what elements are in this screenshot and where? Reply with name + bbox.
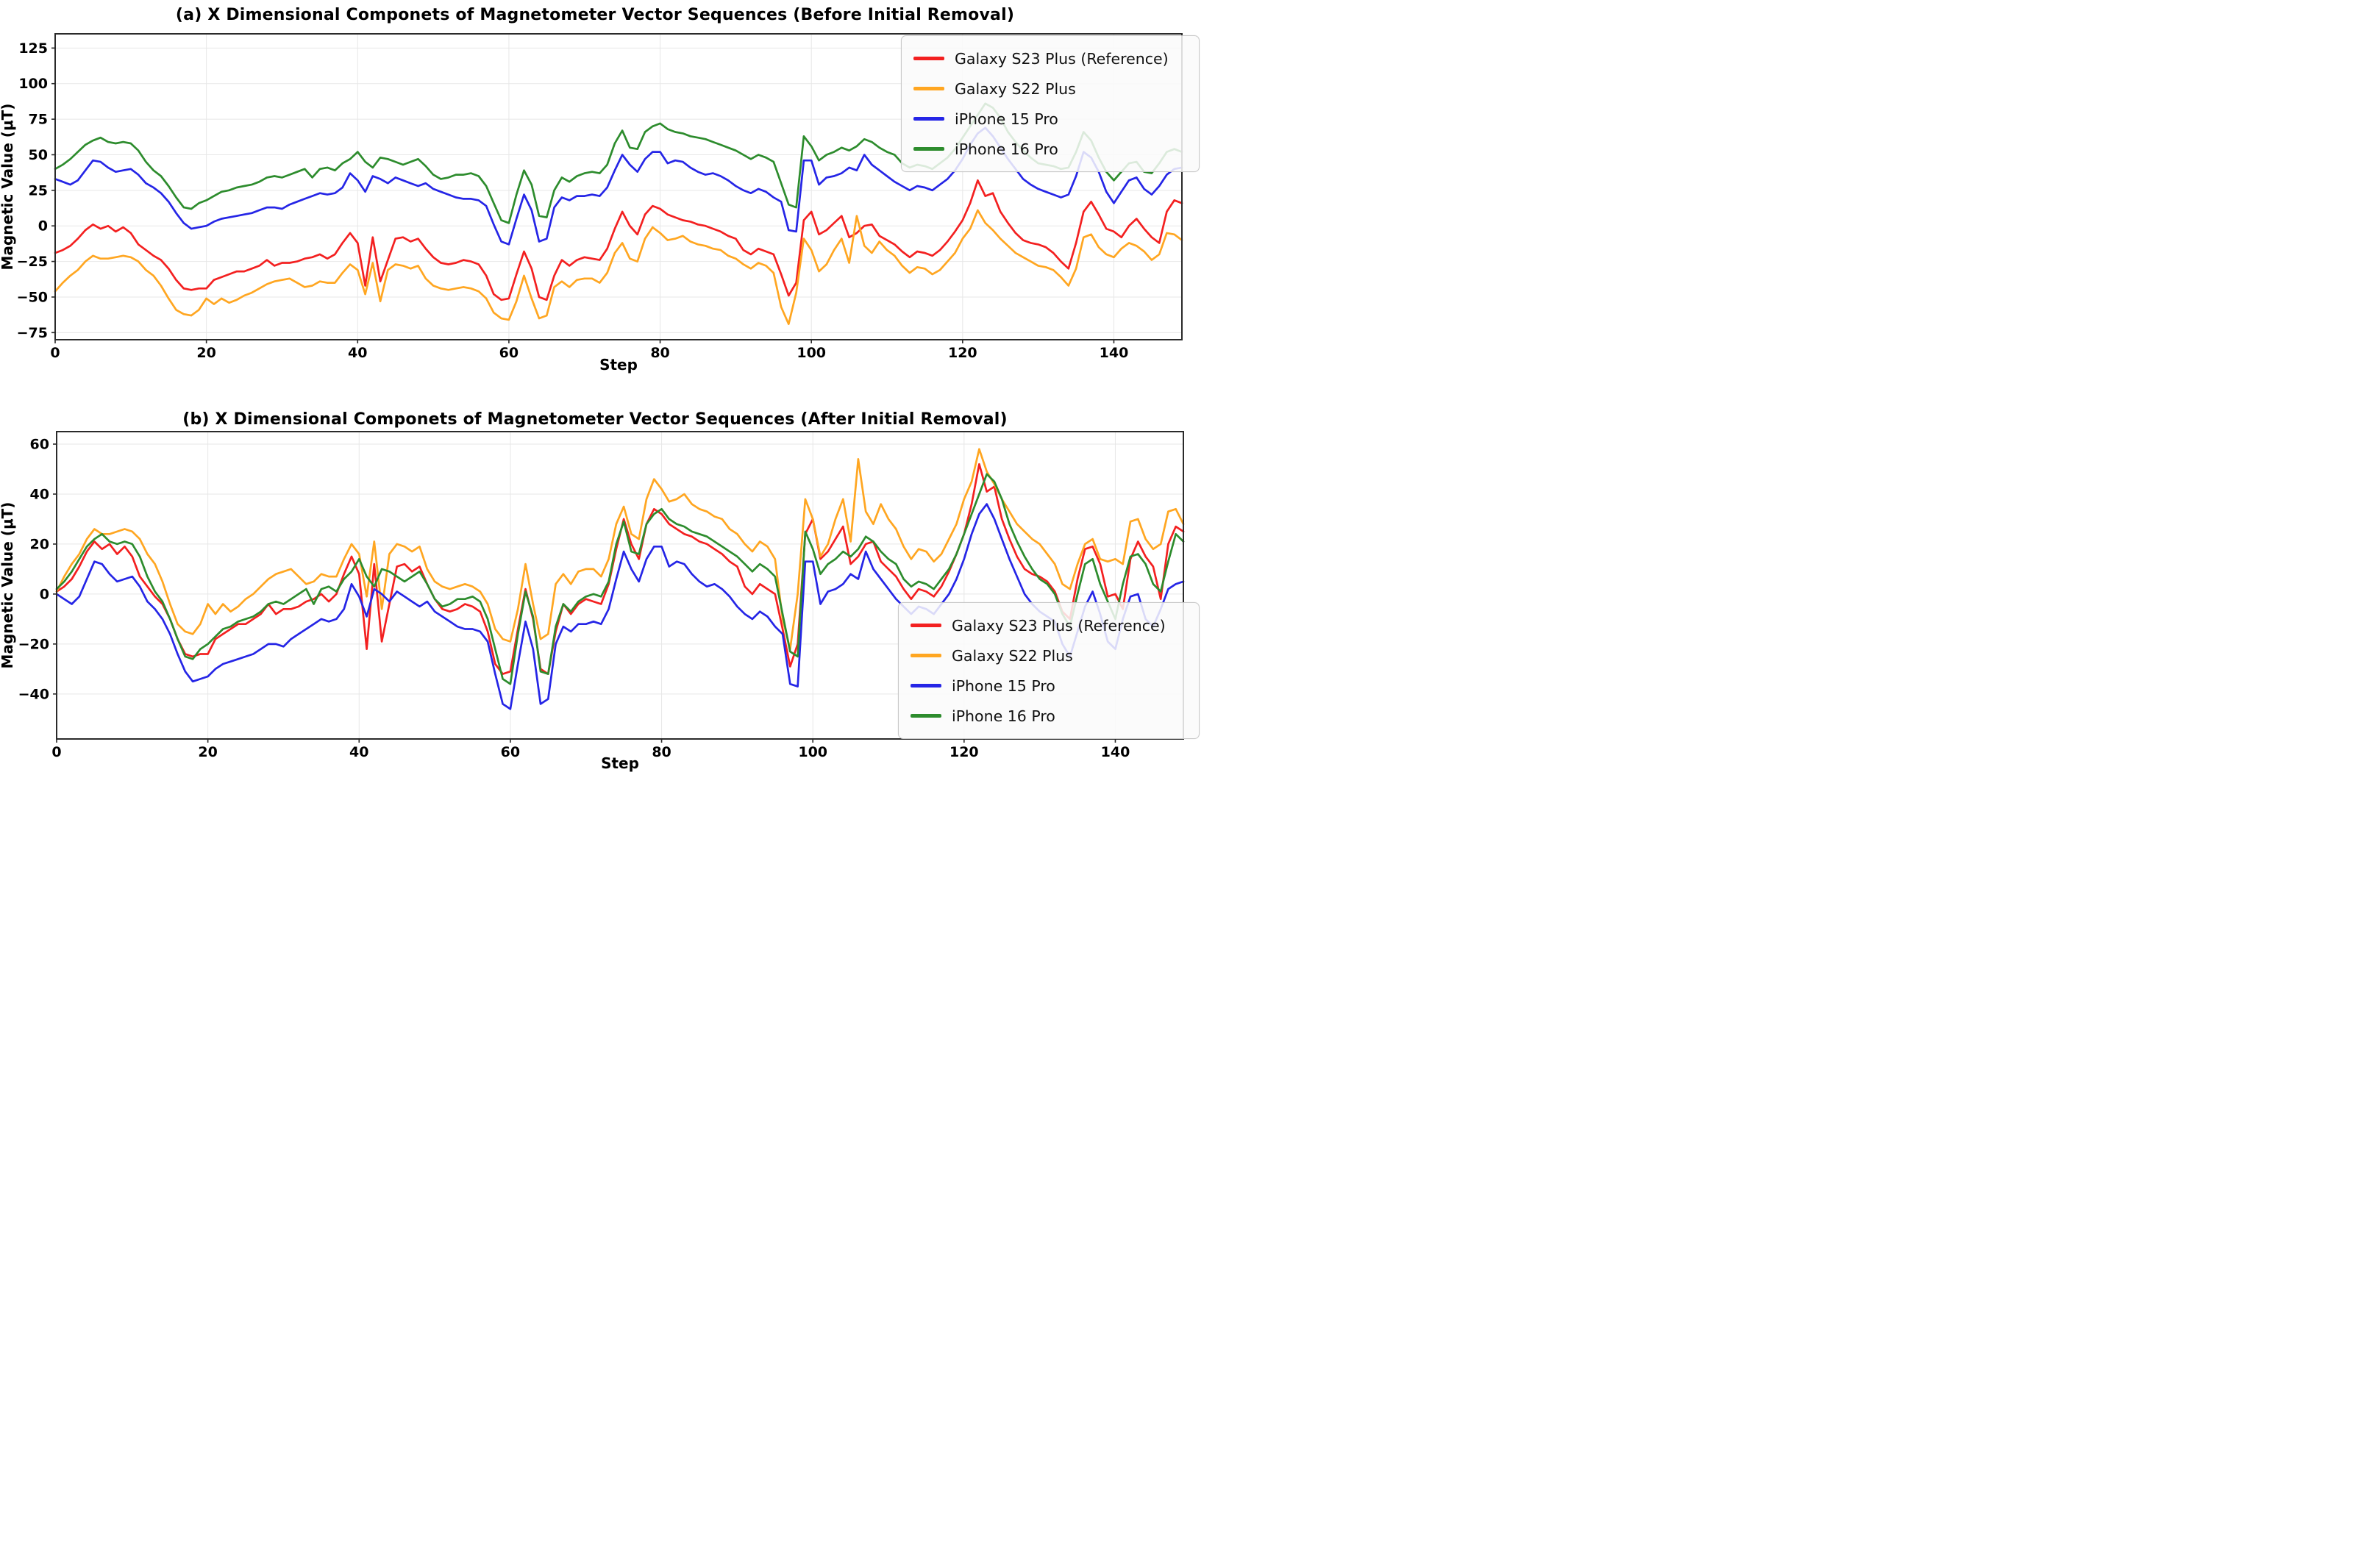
chart-before-removal: 125 100 75 50 25 0 −25 −50 −75 0 20 40 60 80 100 120 140…	[0, 0, 1200, 388]
legend-item-s22: Galaxy S22 Plus	[911, 640, 1187, 671]
iphone15-line-swatch	[913, 117, 944, 121]
iphone16-line-swatch	[911, 714, 941, 718]
legend-label: Galaxy S22 Plus	[952, 646, 1073, 665]
legend-chart-a: Galaxy S23 Plus (Reference) Galaxy S22 P…	[901, 35, 1200, 172]
svg-text:60: 60	[499, 345, 519, 361]
svg-text:100: 100	[798, 744, 827, 760]
svg-text:75: 75	[29, 112, 48, 128]
svg-text:Step: Step	[601, 754, 639, 772]
svg-text:20: 20	[196, 345, 215, 361]
legend-item-s22: Galaxy S22 Plus	[913, 74, 1187, 104]
svg-text:0: 0	[51, 744, 61, 760]
svg-text:60: 60	[501, 744, 520, 760]
legend-item-s23: Galaxy S23 Plus (Reference)	[911, 610, 1187, 640]
svg-text:120: 120	[949, 744, 979, 760]
iphone16-line-swatch	[913, 147, 944, 151]
magnetometer-figure: { "colors": { "red": "#f32020", "orange"…	[0, 0, 1200, 775]
s22-line-swatch	[911, 654, 941, 657]
svg-text:−75: −75	[17, 325, 48, 341]
legend-label: iPhone 16 Pro	[952, 707, 1055, 725]
chart-b-title: (b) X Dimensional Componets of Magnetome…	[182, 410, 1008, 429]
svg-text:−40: −40	[18, 686, 49, 702]
svg-text:50: 50	[29, 147, 48, 163]
svg-text:100: 100	[18, 76, 48, 92]
legend-label: Galaxy S23 Plus (Reference)	[955, 49, 1169, 68]
legend-label: iPhone 16 Pro	[955, 140, 1058, 158]
svg-text:−20: −20	[18, 636, 49, 652]
s23-line-swatch	[911, 624, 941, 627]
svg-text:80: 80	[652, 744, 671, 760]
chart-a-title: (a) X Dimensional Componets of Magnetome…	[175, 6, 1015, 24]
svg-text:0: 0	[50, 345, 60, 361]
iphone15-line-swatch	[911, 684, 941, 688]
svg-text:Step: Step	[599, 356, 638, 374]
svg-text:Magnetic Value (μT): Magnetic Value (μT)	[0, 104, 16, 271]
svg-text:20: 20	[30, 536, 49, 552]
svg-text:−50: −50	[17, 289, 48, 305]
legend-label: Galaxy S23 Plus (Reference)	[952, 616, 1166, 635]
svg-text:0: 0	[38, 218, 48, 235]
svg-text:40: 40	[30, 486, 49, 502]
svg-text:125: 125	[18, 40, 48, 57]
legend-label: iPhone 15 Pro	[955, 110, 1058, 128]
legend-item-iphone15: iPhone 15 Pro	[911, 671, 1187, 701]
s22-line-swatch	[913, 87, 944, 90]
legend-item-iphone15: iPhone 15 Pro	[913, 104, 1187, 134]
svg-text:0: 0	[40, 586, 49, 602]
legend-item-iphone16: iPhone 16 Pro	[913, 134, 1187, 164]
svg-text:140: 140	[1100, 345, 1129, 361]
svg-text:25: 25	[29, 182, 48, 199]
svg-text:40: 40	[348, 345, 367, 361]
legend-item-iphone16: iPhone 16 Pro	[911, 701, 1187, 731]
s23-line-swatch	[913, 57, 944, 60]
svg-text:Magnetic Value (μT): Magnetic Value (μT)	[0, 502, 16, 669]
legend-label: iPhone 15 Pro	[952, 676, 1055, 695]
svg-text:140: 140	[1101, 744, 1130, 760]
svg-text:100: 100	[797, 345, 826, 361]
svg-text:40: 40	[349, 744, 368, 760]
svg-text:80: 80	[650, 345, 669, 361]
svg-text:−25: −25	[17, 254, 48, 270]
chart-after-removal: 60 40 20 0 −20 −40 0 20 40 60 80 100 120 140 Step Magne…	[0, 388, 1200, 775]
legend-item-s23: Galaxy S23 Plus (Reference)	[913, 43, 1187, 74]
legend-chart-b: Galaxy S23 Plus (Reference) Galaxy S22 P…	[898, 602, 1200, 739]
svg-text:20: 20	[198, 744, 217, 760]
svg-text:120: 120	[948, 345, 977, 361]
legend-label: Galaxy S22 Plus	[955, 79, 1076, 98]
svg-text:60: 60	[30, 436, 49, 452]
